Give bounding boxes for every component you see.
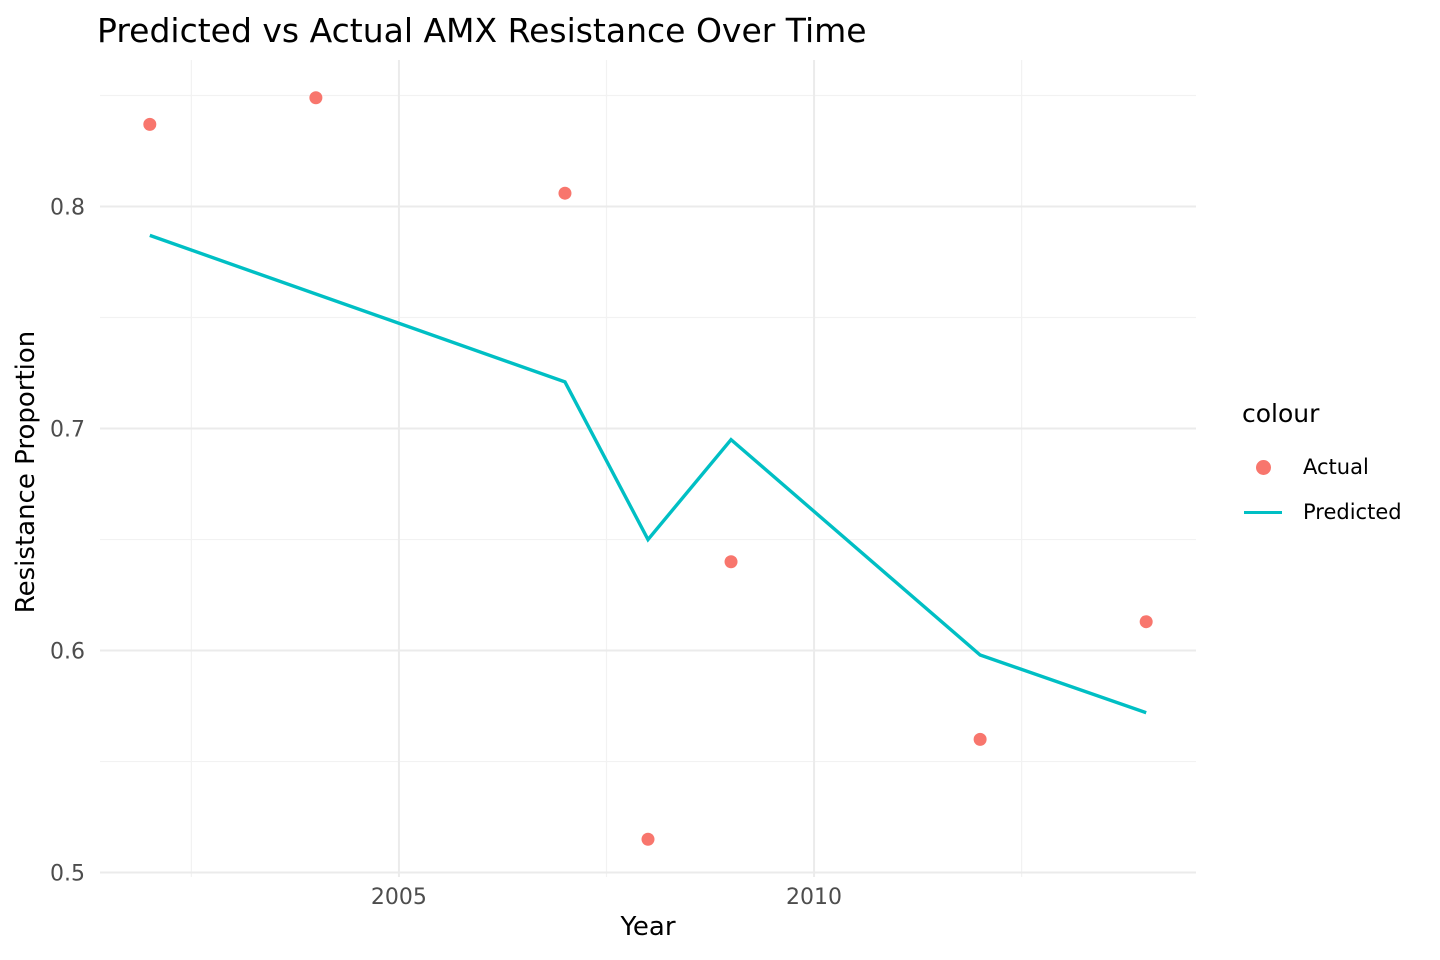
actual-point-key-icon: [1255, 459, 1271, 475]
y-tick-label: 0.6: [50, 640, 85, 665]
x-tick-label: 2005: [371, 885, 427, 910]
legend-item-label: Actual: [1303, 455, 1369, 479]
predicted-line-key-icon: [1244, 510, 1282, 514]
actual-point: [143, 117, 157, 131]
legend-item-label: Predicted: [1303, 500, 1402, 524]
chart-title: Predicted vs Actual AMX Resistance Over …: [97, 11, 867, 50]
actual-point: [973, 732, 987, 746]
actual-point: [724, 555, 738, 569]
predicted-line: [149, 233, 1147, 715]
legend-title: colour: [1242, 399, 1320, 428]
actual-point: [641, 832, 655, 846]
actual-point: [309, 91, 323, 105]
actual-point: [1139, 615, 1153, 629]
y-tick-label: 0.5: [50, 862, 85, 887]
legend-item-predicted: Predicted: [1244, 497, 1402, 527]
legend-item-actual: Actual: [1244, 452, 1369, 482]
x-axis-title: Year: [620, 912, 676, 942]
y-tick-label: 0.8: [50, 196, 85, 221]
x-tick-label: 2010: [786, 885, 842, 910]
y-tick-label: 0.7: [50, 418, 85, 443]
legend-key-predicted: [1244, 510, 1282, 514]
legend-key-actual: [1244, 459, 1282, 475]
actual-point: [558, 186, 572, 200]
